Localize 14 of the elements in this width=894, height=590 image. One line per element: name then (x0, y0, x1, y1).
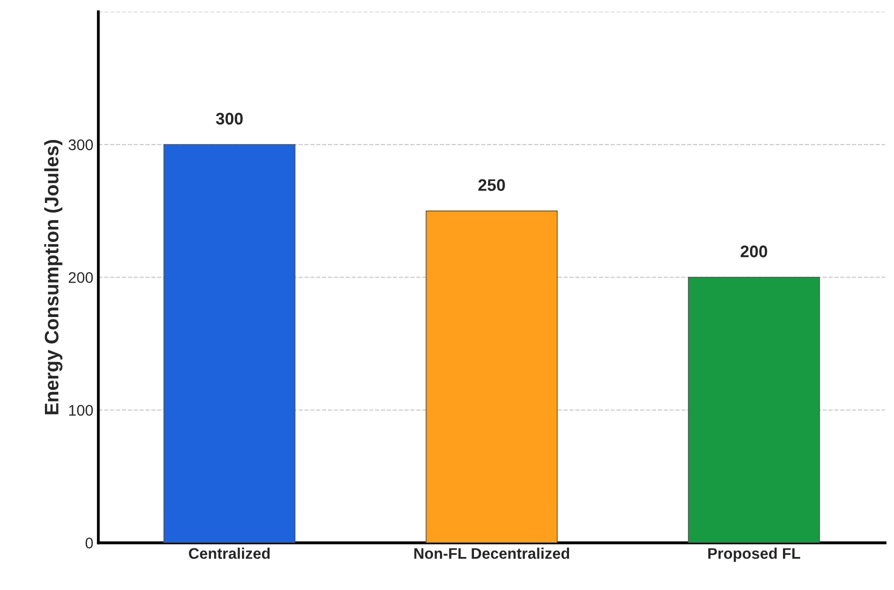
bar (163, 144, 296, 543)
data-label: 300 (216, 112, 243, 125)
y-tick-label: 200 (68, 272, 93, 283)
data-label: 250 (478, 179, 505, 191)
y-tick-label: 300 (68, 139, 93, 150)
y-tick-label: 100 (69, 404, 93, 416)
x-tick-label: Centralized (188, 548, 270, 559)
bar (426, 210, 558, 543)
bar (688, 276, 820, 543)
x-tick-label: Proposed FL (708, 548, 800, 562)
x-tick-label: Non-FL Decentralized (414, 548, 570, 559)
data-label: 200 (740, 246, 768, 258)
y-tick-label: 0 (86, 538, 93, 548)
y-axis-title: Energy Consumption (Joules) (44, 140, 62, 414)
